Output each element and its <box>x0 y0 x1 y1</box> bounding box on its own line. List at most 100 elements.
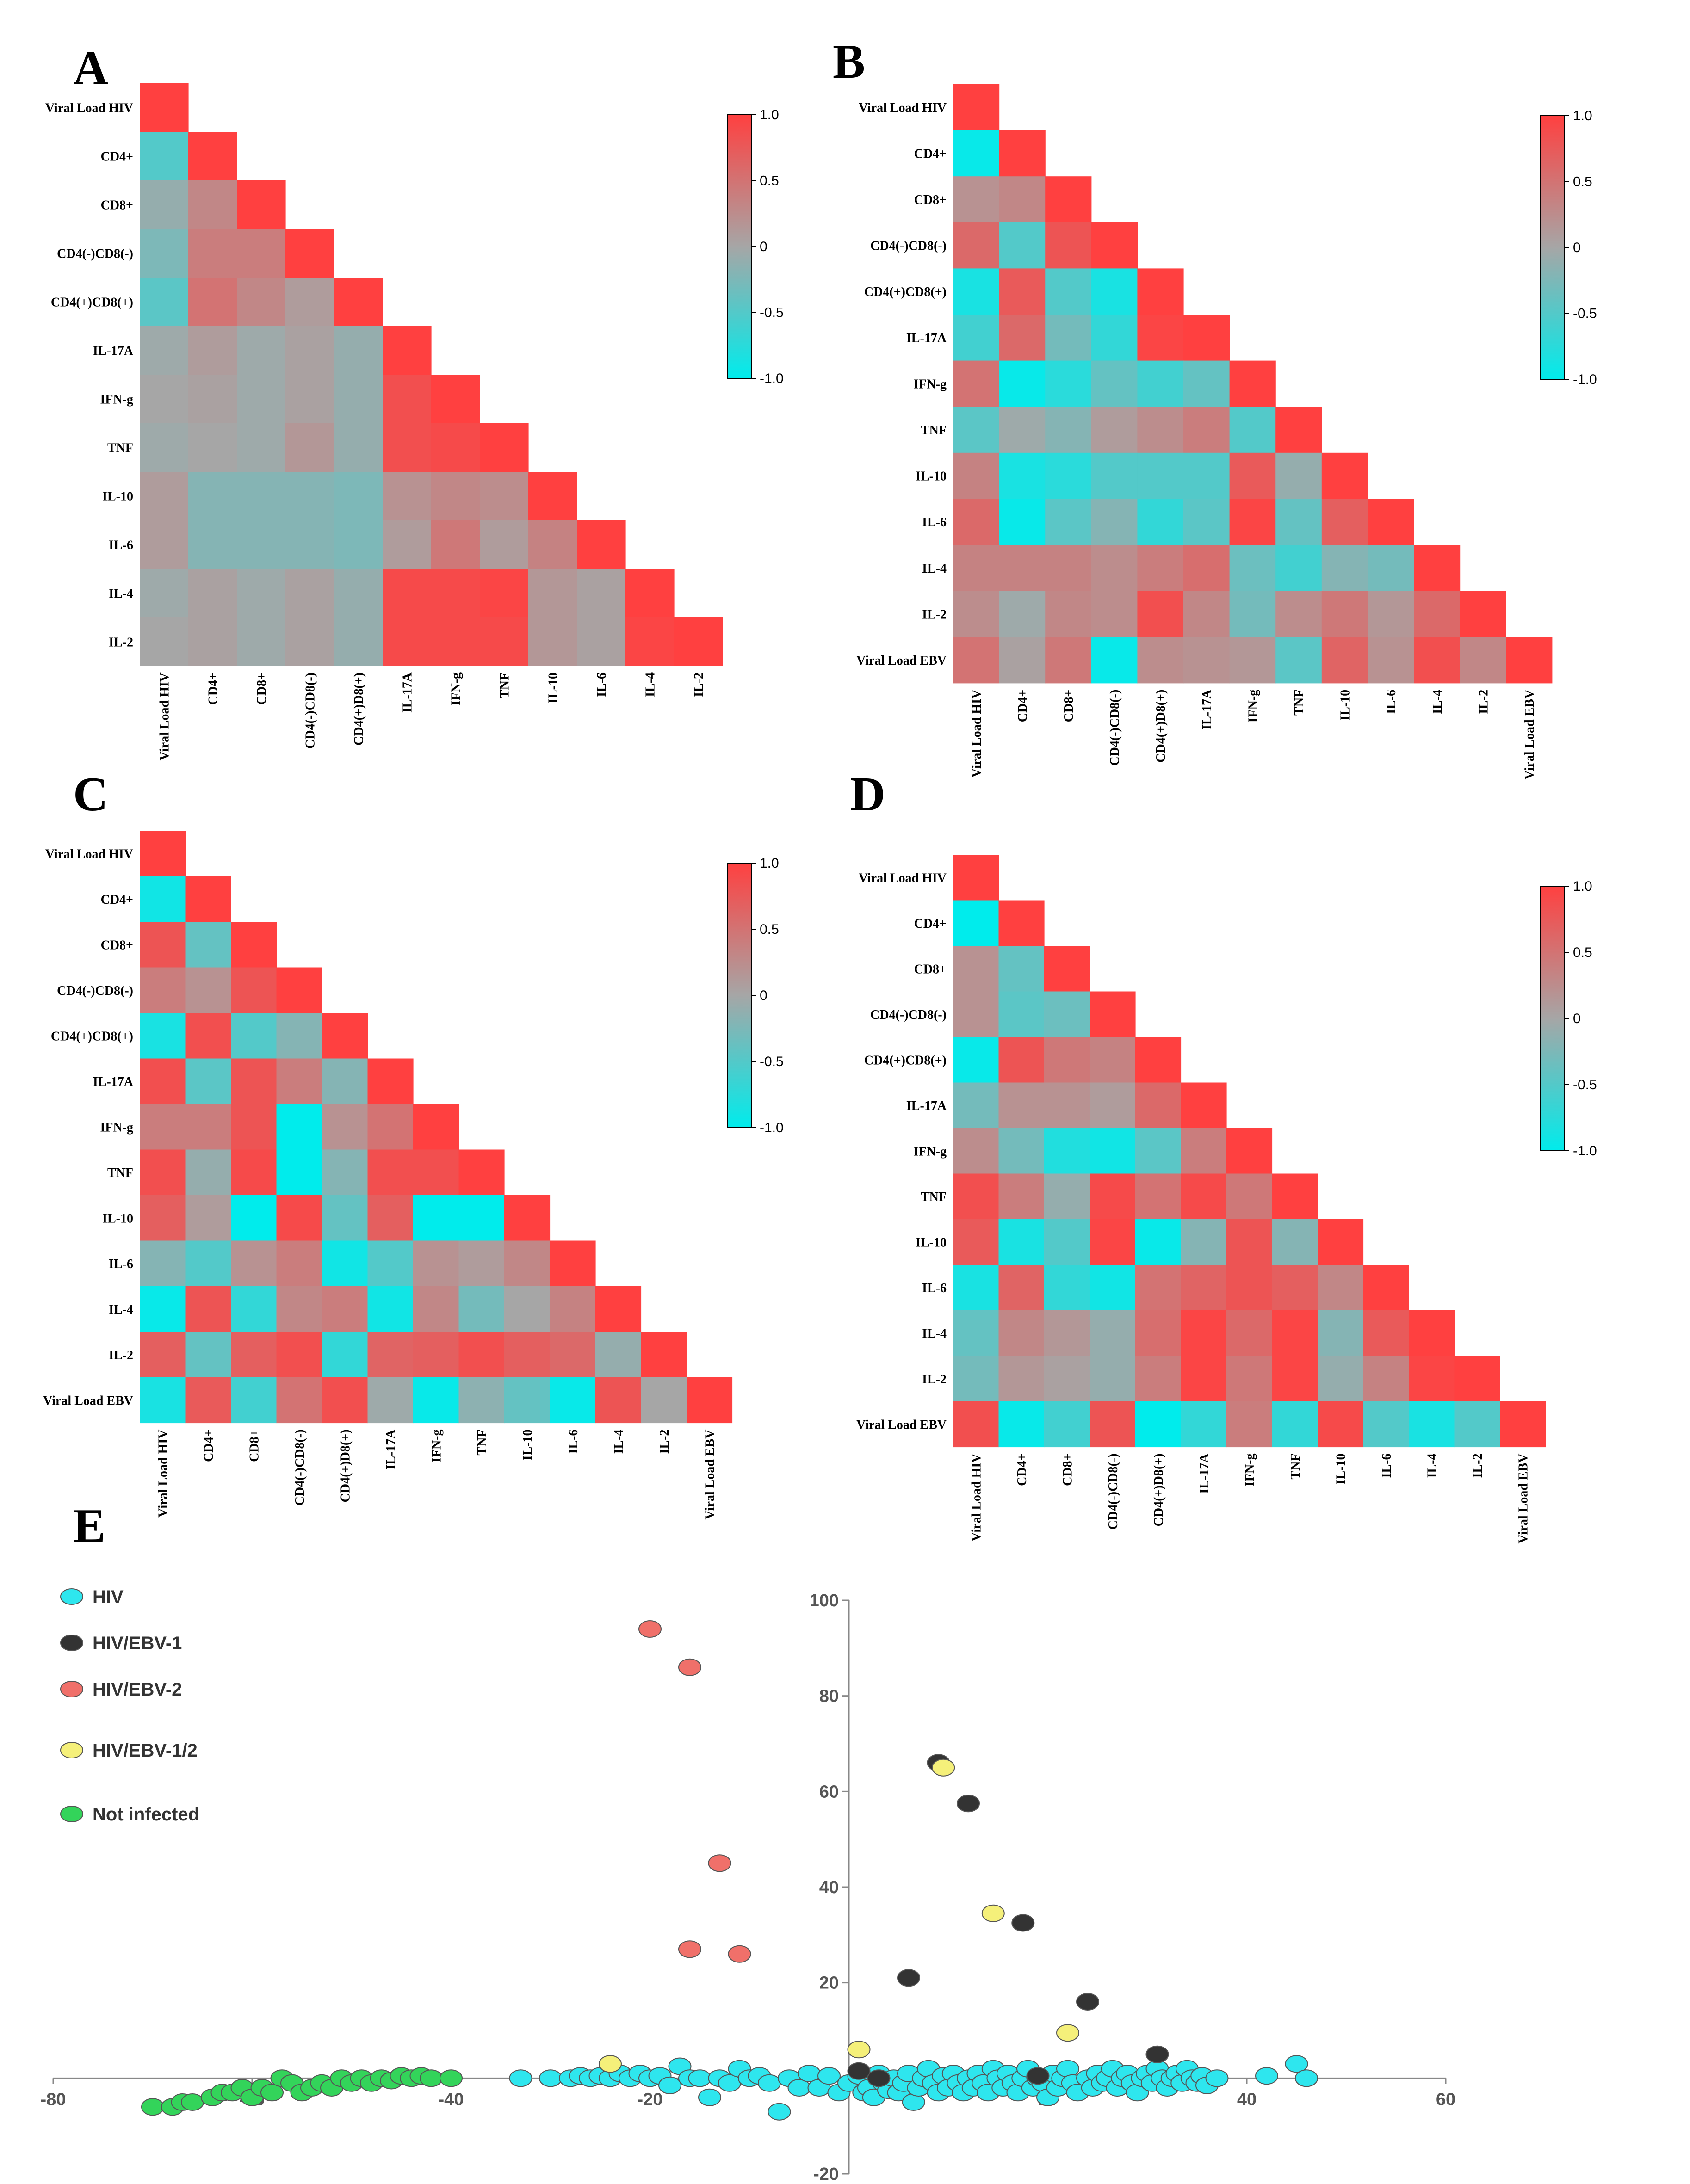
heatmap-d-cell-il-4-cd8 <box>1044 1310 1090 1357</box>
heatmap-b-cell-viral-load-ebv-viral-load-ebv <box>1506 637 1553 684</box>
heatmap-d-cell-cd8-viral-load-hiv <box>953 946 999 992</box>
heatmap-a-cell-il-10-il-17a <box>383 472 432 521</box>
heatmap-c-cell-il-17a-cd4-cd8 <box>322 1058 368 1104</box>
heatmap-d-cell-viral-load-ebv-il-4 <box>1409 1401 1455 1448</box>
heatmap-d-cell-cd4-cd4 <box>998 900 1045 946</box>
heatmap-d-cell-il-4-il-4 <box>1409 1310 1455 1357</box>
heatmap-a-cell-il-4-il-10 <box>528 569 577 618</box>
heatmap-a-colorbar-tick-label: 1.0 <box>760 107 779 123</box>
heatmap-b-cell-tnf-viral-load-hiv <box>953 407 1000 453</box>
scatter-y-tick-label: 80 <box>819 1687 839 1706</box>
heatmap-b-cell-cd8-viral-load-hiv <box>953 176 1000 223</box>
heatmap-b-cell-il-2-viral-load-hiv <box>953 591 1000 637</box>
heatmap-d-cell-cd4-cd8-cd4 <box>998 1037 1045 1083</box>
heatmap-b-cell-viral-load-ebv-ifn-g <box>1229 637 1276 684</box>
heatmap-d-row-label: CD4(+)CD8(+) <box>864 1053 947 1067</box>
heatmap-c-cell-il-6-tnf <box>458 1240 505 1287</box>
heatmap-c-cell-il-6-ifn-g <box>413 1240 459 1287</box>
heatmap-b-cell-il-10-il-17a <box>1183 452 1230 499</box>
heatmap-d-row-label: Viral Load EBV <box>856 1418 947 1432</box>
heatmap-d-cell-cd4-cd8-viral-load-hiv <box>953 1037 999 1083</box>
heatmap-b-row-label: IL-6 <box>922 515 947 530</box>
heatmap-d-cell-il-6-il-17a <box>1181 1265 1227 1311</box>
scatter-point-hiv-ebv-1-2 <box>847 2041 871 2059</box>
heatmap-d-cell-viral-load-ebv-cd4-cd8 <box>1135 1401 1182 1448</box>
scatter-point-hiv-ebv-1 <box>957 1795 980 1813</box>
heatmap-c-cell-viral-load-ebv-cd4-cd8 <box>322 1377 368 1424</box>
scatter-point-hiv-ebv-2 <box>638 1620 662 1638</box>
heatmap-c-cell-viral-load-ebv-il-17a <box>367 1377 414 1424</box>
scatter-point-hiv <box>698 2088 721 2106</box>
heatmap-b-cell-tnf-cd4 <box>999 407 1046 453</box>
heatmap-c-cell-il-2-il-6 <box>550 1332 596 1378</box>
heatmap-b-cell-tnf-cd4-cd8 <box>1137 407 1184 453</box>
heatmap-c-cell-cd4-cd8-cd4 <box>185 967 231 1013</box>
heatmap-c-cell-viral-load-ebv-tnf <box>458 1377 505 1424</box>
heatmap-c-cell-il-17a-cd4-cd8 <box>276 1058 322 1104</box>
heatmap-a-cell-il-2-il-2 <box>674 617 723 666</box>
legend-label-hiv-ebv-2: HIV/EBV-2 <box>93 1679 182 1700</box>
scatter-point-not-infected <box>260 2084 284 2102</box>
heatmap-b-cell-cd8-cd4 <box>999 176 1046 223</box>
legend-label-hiv: HIV <box>93 1587 124 1607</box>
heatmap-a-cell-il-2-cd8 <box>237 617 286 666</box>
heatmap-c-cell-il-2-il-17a <box>367 1332 414 1378</box>
heatmap-d-cell-cd8-cd4 <box>998 946 1045 992</box>
heatmap-c-cell-cd8-cd8 <box>231 922 277 968</box>
heatmap-a-column-label: IL-4 <box>644 672 658 697</box>
heatmap-d-cell-cd4-cd8-cd8 <box>1044 991 1090 1037</box>
heatmap-d-row-label: Viral Load HIV <box>859 871 947 885</box>
heatmap-d-colorbar-tick-label: -1.0 <box>1573 1143 1597 1159</box>
heatmap-c-cell-ifn-g-cd4 <box>185 1104 231 1150</box>
heatmap-b-column-label: IFN-g <box>1246 690 1260 723</box>
heatmap-a-cell-il-4-cd4 <box>188 569 237 618</box>
heatmap-a-cell-il-2-ifn-g <box>431 617 480 666</box>
heatmap-d-column-label: CD4(+)D8(+) <box>1151 1454 1166 1527</box>
heatmap-c-cell-il-2-cd8 <box>231 1332 277 1378</box>
scatter-point-hiv <box>768 2103 791 2121</box>
heatmap-b-cell-cd4-cd8-cd4 <box>999 268 1046 315</box>
heatmap-b-cell-cd4-cd8-viral-load-hiv <box>953 268 1000 315</box>
heatmap-b-column-label: CD4+ <box>1015 690 1030 722</box>
heatmap-c-cell-il-2-il-10 <box>504 1332 551 1378</box>
heatmap-b-cell-il-2-il-4 <box>1414 591 1461 637</box>
heatmap-a-row-label: IL-10 <box>102 490 133 504</box>
heatmap-a-cell-il-10-il-10 <box>528 472 577 521</box>
heatmap-d-cell-il-17a-il-17a <box>1181 1082 1227 1129</box>
heatmap-c-cell-viral-load-ebv-il-2 <box>641 1377 687 1424</box>
heatmap-a-cell-cd4-cd4 <box>188 132 237 181</box>
heatmap-c-column-label: CD4(+)D8(+) <box>338 1430 353 1503</box>
heatmap-c: Viral Load HIV CD4+ CD8+ CD4(-)CD8(-) CD4(+)… <box>43 831 784 1520</box>
heatmap-a-cell-cd8-viral-load-hiv <box>140 180 189 229</box>
heatmap-d-cell-il-10-tnf <box>1272 1219 1318 1265</box>
heatmap-b-cell-viral-load-ebv-il-2 <box>1460 637 1506 684</box>
heatmap-d-cell-il-17a-cd4-cd8 <box>1135 1082 1182 1129</box>
heatmap-d-row-label: IL-6 <box>922 1281 947 1296</box>
heatmap-c-cell-viral-load-ebv-cd4 <box>185 1377 231 1424</box>
heatmap-b-cell-il-2-cd4 <box>999 591 1046 637</box>
heatmap-c-column-label: IL-10 <box>520 1430 535 1461</box>
heatmap-d-cell-il-4-ifn-g <box>1226 1310 1273 1357</box>
heatmap-b-cell-il-6-il-17a <box>1183 499 1230 545</box>
heatmap-b-cell-il-4-cd4-cd8 <box>1137 545 1184 592</box>
heatmap-a-cell-il-4-ifn-g <box>431 569 480 618</box>
heatmap-c-row-label: IL-6 <box>109 1257 133 1271</box>
heatmap-b-cell-il-4-cd8 <box>1045 545 1092 592</box>
scatter-point-hiv <box>1205 2069 1229 2087</box>
heatmap-b-cell-il-17a-viral-load-hiv <box>953 315 1000 361</box>
heatmap-a-cell-ifn-g-cd8 <box>237 375 286 424</box>
heatmap-d-colorbar-tick-label: 1.0 <box>1573 879 1592 894</box>
heatmap-b-cell-viral-load-hiv-viral-load-hiv <box>953 84 1000 131</box>
scatter-point-hiv-ebv-1 <box>1026 2067 1050 2085</box>
heatmap-b-cell-il-2-cd4-cd8 <box>1137 591 1184 637</box>
heatmap-a-colorbar-tick-label: 0.5 <box>760 173 779 189</box>
heatmap-d-cell-il-2-cd8 <box>1044 1356 1090 1402</box>
scatter-point-hiv <box>1285 2055 1308 2073</box>
heatmap-c-row-label: IL-2 <box>109 1348 133 1363</box>
scatter-point-hiv <box>509 2069 532 2087</box>
heatmap-d-cell-il-2-tnf <box>1272 1356 1318 1402</box>
scatter-point-not-infected <box>181 2093 204 2111</box>
heatmap-b-column-label: IL-17A <box>1200 689 1214 730</box>
heatmap-d-cell-il-2-cd4-cd8 <box>1090 1356 1136 1402</box>
heatmap-c-cell-viral-load-hiv-viral-load-hiv <box>140 831 186 877</box>
